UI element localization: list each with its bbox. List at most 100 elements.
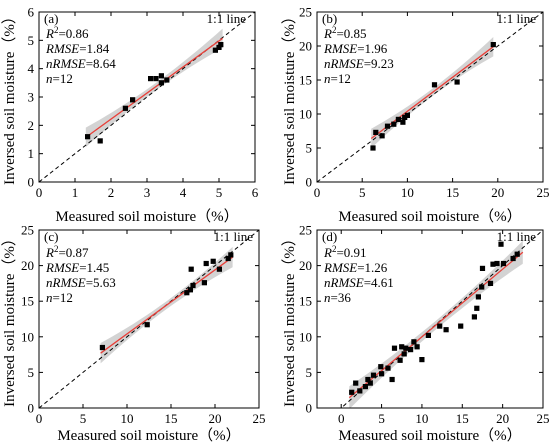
data-point	[408, 347, 414, 353]
data-point	[385, 365, 391, 371]
data-point	[431, 82, 438, 88]
one-to-one-label: 1:1 line	[214, 229, 254, 244]
data-point	[419, 357, 425, 363]
data-point	[99, 344, 105, 351]
data-point	[212, 47, 218, 53]
data-point	[510, 255, 516, 262]
y-tick-label: 5	[28, 365, 35, 380]
y-tick-label: 10	[299, 107, 312, 122]
rmse-label: RMSE	[323, 260, 357, 275]
r2-value: =0.86	[58, 26, 89, 41]
data-point	[414, 344, 420, 350]
y-tick-label: 5	[28, 33, 35, 48]
one-to-one-label: 1:1 line	[207, 11, 247, 26]
data-point	[201, 280, 207, 286]
r2-label: R	[45, 245, 54, 260]
plot-frame	[316, 11, 544, 183]
data-point	[475, 294, 481, 300]
x-axis-label: Measured soil moisture（%）	[338, 427, 521, 444]
rmse-label: RMSE	[323, 41, 357, 56]
rmse-value: =1.96	[357, 41, 388, 56]
data-point	[370, 145, 376, 151]
x-tick-label: 15	[165, 411, 178, 426]
one-to-one-line	[39, 230, 259, 408]
data-point	[391, 121, 397, 127]
data-point	[148, 76, 154, 82]
y-axis-label: Inversed soil moisture（%）	[1, 9, 18, 185]
data-point	[187, 287, 193, 293]
y-axis-label: Inversed soil moisture（%）	[281, 231, 298, 407]
rmse-value: =1.45	[79, 260, 109, 275]
r2-superscript: 2	[332, 25, 337, 35]
y-tick-label: 0	[306, 175, 313, 190]
data-point	[216, 44, 222, 50]
r2-stat: R2=0.85	[323, 25, 367, 41]
x-tick-label: 4	[180, 185, 187, 200]
data-point	[190, 282, 196, 289]
y-tick-label: 15	[299, 294, 312, 309]
rmse-label: RMSE	[45, 41, 79, 56]
x-tick-label: 5	[378, 411, 385, 426]
r2-label: R	[45, 26, 54, 41]
data-point	[494, 260, 500, 267]
data-point	[367, 380, 373, 386]
data-point	[404, 112, 410, 118]
data-point	[400, 119, 406, 125]
y-tick-label: 0	[28, 175, 35, 190]
x-tick-label: 20	[491, 185, 504, 200]
data-point	[479, 284, 485, 290]
x-tick-label: 5	[216, 185, 223, 200]
data-point	[144, 322, 150, 328]
r2-superscript: 2	[54, 25, 59, 35]
x-tick-label: 0	[36, 185, 43, 200]
data-point	[378, 364, 384, 370]
data-point	[122, 105, 128, 111]
y-tick-label: 10	[299, 329, 312, 344]
n-label: n	[46, 71, 53, 86]
plot-frame	[38, 229, 260, 409]
nrmse-stat: nRMSE=8.64	[46, 56, 116, 71]
x-tick-label: 0	[338, 411, 345, 426]
x-tick-label: 3	[144, 185, 151, 200]
x-tick-label: 5	[80, 411, 87, 426]
nrmse-label: nRMSE	[46, 275, 86, 290]
data-point	[425, 332, 431, 338]
y-tick-label: 20	[299, 258, 312, 273]
panel-label: (a)	[44, 11, 58, 26]
y-tick-label: 20	[299, 39, 312, 54]
x-tick-label: 20	[209, 411, 222, 426]
y-tick-label: 1	[28, 146, 35, 161]
y-tick-label: 3	[28, 90, 35, 105]
data-point	[389, 376, 395, 383]
y-tick-label: 10	[21, 329, 34, 344]
nrmse-value: =8.64	[86, 56, 117, 71]
data-point	[379, 133, 385, 139]
nrmse-label: nRMSE	[46, 56, 86, 71]
nrmse-label: nRMSE	[324, 56, 364, 71]
panel-label: (b)	[322, 11, 337, 26]
n-value: =12	[53, 290, 73, 305]
data-point	[391, 345, 398, 351]
y-tick-label: 0	[28, 401, 35, 416]
rmse-stat: RMSE=1.45	[45, 260, 109, 275]
y-tick-label: 6	[28, 5, 35, 20]
data-point	[411, 339, 417, 345]
data-point	[203, 260, 209, 267]
y-tick-label: 5	[306, 141, 313, 156]
data-point	[397, 357, 403, 363]
x-axis-label: Measured soil moisture（%）	[338, 208, 521, 225]
x-axis-label: Measured soil moisture（%）	[57, 427, 240, 444]
r2-label: R	[323, 245, 332, 260]
one-to-one-label: 1:1 line	[497, 11, 537, 26]
chart-panel-b: 0 5 10 15 20 25 0 5 10 15 20 25 Measured soil moistu…	[281, 5, 550, 226]
y-tick-label: 4	[28, 61, 35, 76]
data-point	[498, 241, 504, 247]
r2-value: =0.87	[58, 245, 89, 260]
r2-superscript: 2	[332, 244, 337, 254]
y-tick-label: 25	[299, 223, 312, 238]
y-tick-label: 15	[299, 73, 312, 88]
x-tick-label: 0	[314, 185, 321, 200]
regression-line	[348, 251, 524, 399]
rmse-stat: RMSE=1.96	[323, 41, 388, 56]
data-point	[158, 73, 164, 79]
